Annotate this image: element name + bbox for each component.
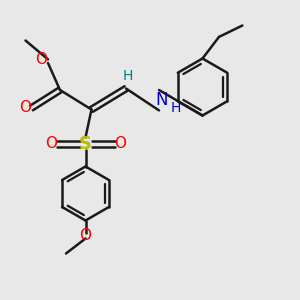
Text: N: N xyxy=(155,91,168,109)
Text: S: S xyxy=(79,135,92,153)
Text: H: H xyxy=(170,101,181,115)
Text: O: O xyxy=(20,100,32,116)
Text: O: O xyxy=(35,52,47,67)
Text: O: O xyxy=(115,136,127,152)
Text: O: O xyxy=(45,136,57,152)
Text: H: H xyxy=(122,70,133,83)
Text: O: O xyxy=(80,228,92,243)
